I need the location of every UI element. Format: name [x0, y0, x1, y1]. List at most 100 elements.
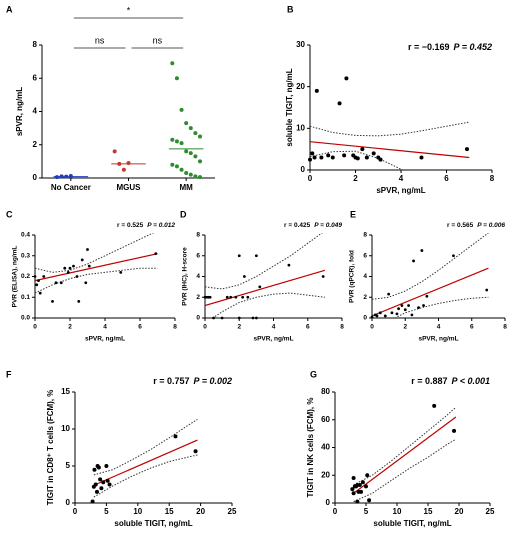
r-value: r = 0.757	[153, 376, 189, 386]
point	[37, 279, 40, 283]
point	[337, 101, 342, 106]
x-tick-label: 6	[306, 324, 310, 331]
point	[87, 264, 91, 268]
point	[38, 291, 42, 295]
y-tick-label: 6	[196, 252, 200, 259]
x-axis-label: sPVR, ng/mL	[85, 336, 125, 343]
dot	[179, 167, 184, 172]
point	[360, 480, 365, 485]
point	[378, 311, 382, 315]
panel-letter: E	[350, 209, 356, 219]
point	[72, 264, 75, 268]
y-tick-label: 2	[196, 294, 200, 301]
point	[351, 476, 356, 481]
point	[410, 313, 414, 317]
point	[344, 76, 349, 81]
y-tick-label: 6	[33, 73, 38, 82]
y-tick-label: 6	[363, 252, 367, 259]
x-axis-label: soluble TIGIT, ng/mL	[373, 519, 451, 528]
point	[314, 88, 319, 93]
x-tick-label: 0	[370, 324, 374, 331]
point	[86, 248, 89, 251]
fit-line	[205, 269, 326, 307]
x-tick-label: 2	[403, 324, 407, 331]
dot	[126, 161, 131, 166]
point	[119, 270, 123, 274]
point	[326, 153, 331, 158]
point	[417, 306, 420, 310]
x-tick-label: 6	[444, 174, 449, 183]
point	[485, 288, 489, 292]
p-value: P < 0.001	[452, 376, 490, 386]
x-tick-label: 8	[173, 324, 177, 331]
significance-label: ns	[95, 35, 105, 45]
panel: D 0 2 4 6 8 PVR (IHC), H-score 0 2 4 6 8 sPVR, ng/mL…	[180, 209, 344, 342]
dot	[174, 139, 179, 144]
point	[193, 449, 198, 454]
point	[355, 499, 360, 504]
point	[359, 489, 364, 494]
y-tick-label: 4	[33, 107, 38, 116]
fit-line	[353, 416, 457, 494]
dot	[198, 175, 203, 180]
x-tick-label: 25	[228, 507, 237, 516]
y-tick-label: 0	[363, 315, 367, 322]
panel-letter: D	[180, 209, 187, 219]
x-tick-label: 10	[133, 507, 142, 516]
r-value: r = −0.169	[408, 42, 450, 52]
point	[452, 428, 457, 433]
stats-annotation: r = 0.565 P = 0.006	[447, 222, 505, 229]
dot	[184, 171, 189, 176]
point	[51, 300, 54, 303]
point	[422, 304, 425, 307]
x-axis-label: sPVR, ng/mL	[253, 336, 293, 343]
y-tick-label: 4	[363, 273, 367, 280]
point	[357, 482, 362, 487]
point	[364, 155, 369, 160]
y-axis-label: PVR (qPCR), fold	[349, 250, 356, 303]
point	[355, 156, 360, 161]
y-tick-label: 0.3	[21, 252, 30, 259]
x-tick-label: 20	[455, 507, 464, 516]
y-axis-label: TIGIT in CD8⁺ T cells (FCM), %	[46, 390, 55, 506]
x-tick-label: 8	[490, 174, 495, 183]
p-value: P = 0.002	[194, 376, 232, 386]
y-axis-label: soluble TIGIT, ng/mL	[285, 68, 294, 146]
x-tick-label: 6	[470, 324, 474, 331]
panel: G 0 20 40 60 80 TIGIT in NK cells (FCM), % 0 5 10…	[306, 369, 495, 528]
x-tick-label: 15	[424, 507, 433, 516]
fit-line	[93, 439, 198, 486]
point	[287, 263, 291, 267]
point	[229, 295, 233, 299]
x-tick-label: 5	[364, 507, 369, 516]
ci-upper	[205, 233, 323, 290]
stats-annotation: r = −0.169 P = 0.452	[408, 42, 492, 52]
dot	[188, 126, 193, 131]
y-tick-label: 2	[33, 140, 38, 149]
ci-upper	[353, 406, 457, 486]
y-tick-label: 8	[196, 232, 200, 239]
point	[220, 316, 224, 320]
point	[375, 314, 379, 318]
point	[68, 266, 72, 270]
point	[312, 155, 317, 160]
y-axis-label: PVR (IHC), H-score	[182, 247, 189, 306]
x-tick-label: 20	[196, 507, 205, 516]
point	[387, 292, 391, 296]
fit-line	[310, 141, 470, 159]
significance-label: ns	[153, 35, 163, 45]
point	[94, 489, 99, 494]
y-tick-label: 40	[321, 443, 330, 452]
dot	[193, 174, 198, 179]
y-tick-label: 0	[33, 173, 38, 182]
x-tick-label: 0	[73, 507, 78, 516]
point	[99, 486, 104, 491]
dot	[170, 61, 175, 66]
y-tick-label: 80	[321, 387, 330, 396]
fit-line	[372, 267, 489, 317]
x-tick-label: 15	[165, 507, 174, 516]
point	[104, 464, 109, 468]
dot	[174, 164, 179, 169]
point	[35, 283, 39, 287]
